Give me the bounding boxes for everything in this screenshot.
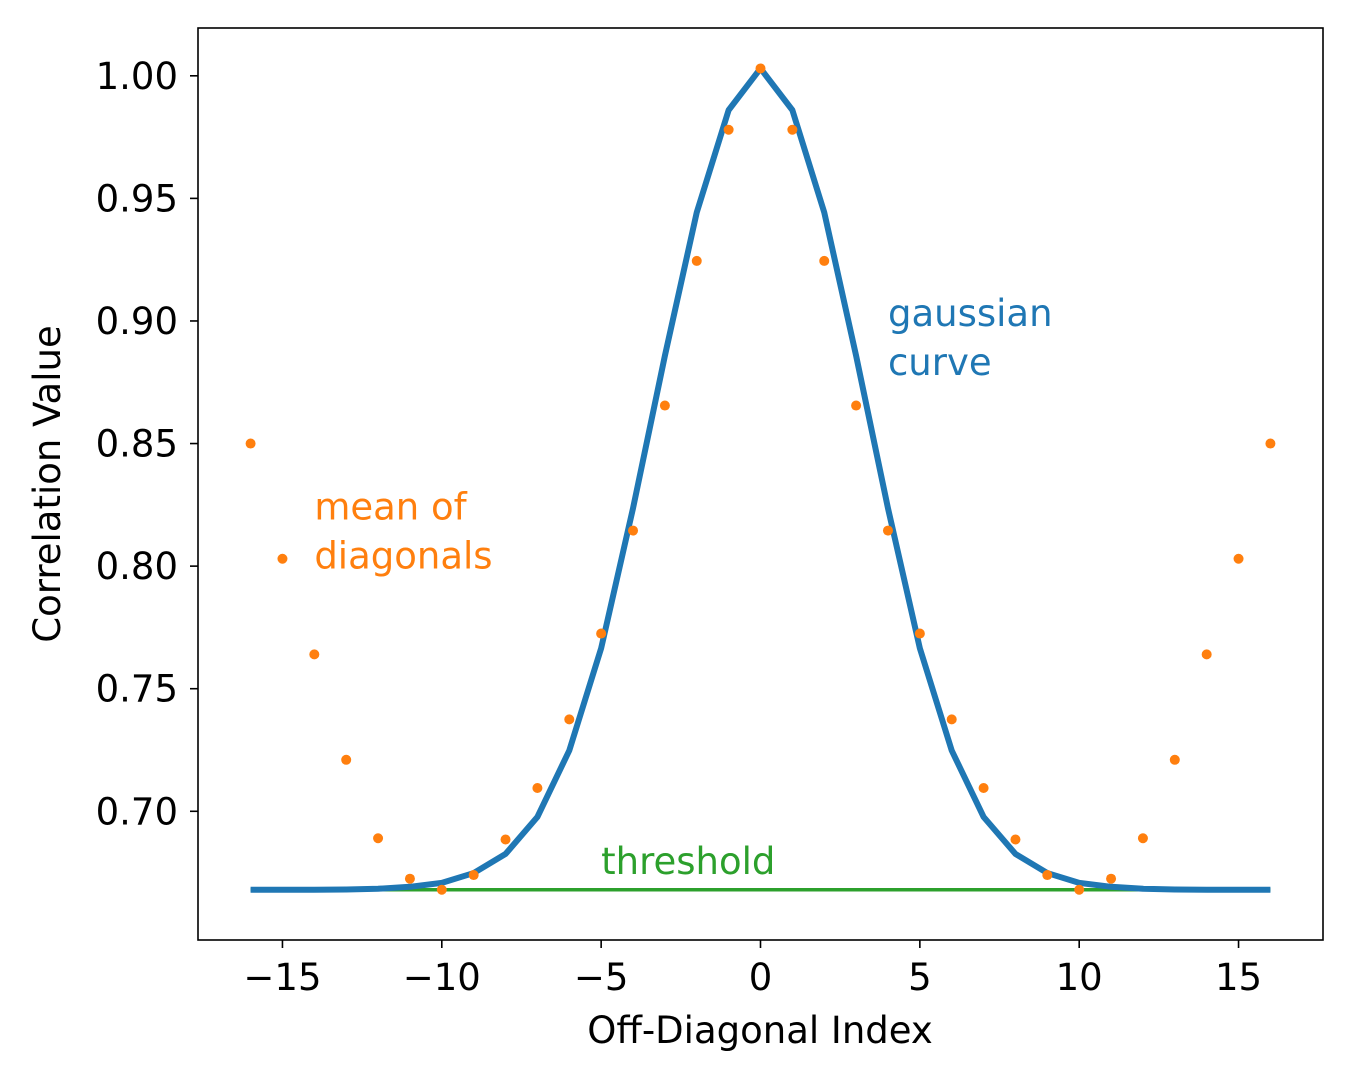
gaussian-annotation: gaussian curve — [888, 292, 1053, 384]
mean-of-diagonals-point — [341, 754, 352, 765]
mean-of-diagonals-point — [245, 438, 256, 449]
mean_of_diagonals-annotation-line: diagonals — [314, 535, 492, 578]
mean-of-diagonals-point — [851, 400, 862, 411]
mean-of-diagonals-point — [1042, 870, 1053, 881]
mean-of-diagonals-point — [309, 649, 320, 660]
mean_of_diagonals-annotation: mean of diagonals — [314, 486, 492, 578]
mean-of-diagonals-point — [1074, 884, 1085, 895]
threshold-annotation: threshold — [601, 840, 775, 883]
mean-of-diagonals-point — [404, 873, 415, 884]
x-tick-label: 5 — [908, 956, 932, 999]
mean-of-diagonals-point — [882, 525, 893, 536]
mean-of-diagonals-point — [1233, 553, 1244, 564]
mean-of-diagonals-point — [755, 63, 766, 74]
y-tick-label: 0.75 — [96, 668, 178, 711]
mean-of-diagonals-point — [946, 714, 957, 725]
x-tick-label: 0 — [749, 956, 773, 999]
mean-of-diagonals-point — [819, 255, 830, 266]
mean-of-diagonals-point — [1010, 834, 1021, 845]
x-axis-label: Off-Diagonal Index — [587, 1009, 933, 1052]
y-tick-label: 0.70 — [96, 790, 178, 833]
threshold-annotation-line: threshold — [601, 840, 775, 883]
mean-of-diagonals-point — [723, 124, 734, 135]
x-tick-label: 15 — [1215, 956, 1262, 999]
y-tick-label: 0.90 — [96, 300, 178, 343]
series-layer — [245, 63, 1276, 895]
y-tick-label: 0.95 — [96, 177, 178, 220]
mean-of-diagonals-point — [659, 400, 670, 411]
mean-of-diagonals-point — [564, 714, 575, 725]
mean-of-diagonals-point — [787, 124, 798, 135]
mean-of-diagonals-point — [914, 628, 925, 639]
x-tick-label: −15 — [243, 956, 321, 999]
mean-of-diagonals-point — [978, 783, 989, 793]
mean-of-diagonals-point — [1106, 873, 1117, 884]
mean-of-diagonals-point — [628, 525, 639, 536]
mean-of-diagonals-point — [277, 553, 288, 564]
x-axis-ticks: −15 −10 −5 0 5 10 15 — [243, 940, 1262, 999]
y-tick-label: 0.80 — [96, 545, 178, 588]
x-tick-label: −5 — [574, 956, 629, 999]
mean-of-diagonals-point — [468, 870, 479, 881]
y-tick-label: 1.00 — [96, 55, 178, 98]
gaussian-annotation-line: curve — [888, 341, 992, 384]
mean-of-diagonals-point — [1265, 438, 1276, 449]
mean-of-diagonals-point — [436, 884, 447, 895]
mean-of-diagonals-point — [1137, 833, 1148, 844]
gaussian-annotation-line: gaussian — [888, 292, 1053, 335]
y-axis-label: Correlation Value — [26, 325, 69, 642]
mean-of-diagonals-point — [532, 783, 543, 793]
x-tick-label: 10 — [1056, 956, 1103, 999]
mean-of-diagonals-point — [691, 255, 702, 266]
x-tick-label: −10 — [403, 956, 481, 999]
mean-of-diagonals-point — [1169, 754, 1180, 765]
mean-of-diagonals-point — [500, 834, 511, 845]
mean_of_diagonals-annotation-line: mean of — [314, 486, 467, 529]
annotation-layer: gaussian curve mean of diagonals threshold — [314, 292, 1052, 883]
mean-of-diagonals-point — [596, 628, 607, 639]
y-tick-label: 0.85 — [96, 423, 178, 466]
y-axis-ticks: 0.70 0.75 0.80 0.85 0.90 0.95 1.00 — [96, 55, 198, 833]
mean-of-diagonals-point — [1201, 649, 1212, 660]
mean-of-diagonals-point — [373, 833, 384, 844]
